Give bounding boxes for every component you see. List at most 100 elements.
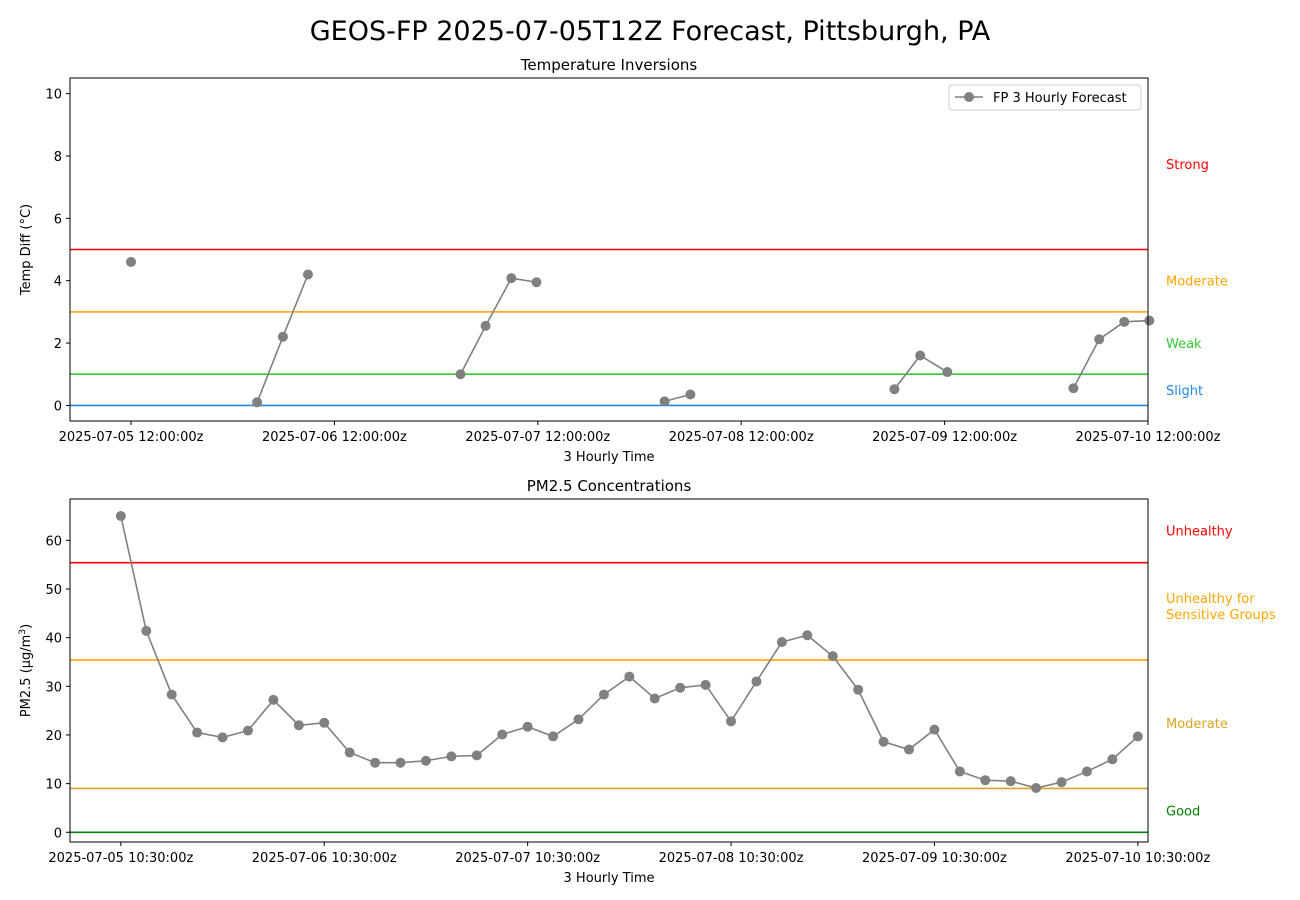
data-point [370,757,381,768]
data-point [1005,776,1016,787]
threshold-label: Moderate [1166,717,1228,732]
x-tick-label: 2025-07-05 10:30:00z [48,851,193,866]
y-tick-label: 10 [45,778,62,793]
x-tick-label: 2025-07-05 12:00:00z [59,430,204,445]
data-point [293,720,304,731]
x-tick-label: 2025-07-07 12:00:00z [465,430,610,445]
data-point [700,679,711,690]
data-point [889,384,900,395]
data-point [853,684,864,695]
data-point [915,350,926,361]
threshold-label: Good [1166,804,1200,819]
data-point [878,736,889,747]
y-tick-label: 6 [54,212,62,227]
data-point [1056,777,1067,788]
data-point [1144,315,1155,326]
threshold-label: Unhealthy [1166,525,1233,540]
data-point [395,757,406,768]
series-line [1072,319,1150,389]
data-point [242,725,253,736]
x-tick-label: 2025-07-09 10:30:00z [862,851,1007,866]
legend-label: FP 3 Hourly Forecast [993,91,1127,106]
threshold-label: Moderate [1166,275,1228,290]
y-axis-label: Temp Diff (°C) [19,204,34,296]
data-point [649,693,660,704]
data-point [1107,754,1118,765]
data-point [268,694,279,705]
data-point [497,729,508,740]
threshold-label: Weak [1166,337,1202,352]
data-point [166,689,177,700]
threshold-label: Unhealthy for Sensitive Groups [1166,592,1276,623]
y-axis-label: PM2.5 (μg/m3) [18,624,34,717]
y-tick-label: 30 [45,680,62,695]
figure-title: GEOS-FP 2025-07-05T12Z Forecast, Pittsbu… [310,16,991,47]
x-axis-label: 3 Hourly Time [564,450,655,465]
chart-title: Temperature Inversions [520,56,698,74]
data-point [675,682,686,693]
data-point [776,637,787,648]
data-point [802,630,813,641]
data-point [471,750,482,761]
x-tick-label: 2025-07-08 12:00:00z [669,430,814,445]
x-tick-label: 2025-07-06 10:30:00z [252,851,397,866]
y-tick-label: 60 [45,534,62,549]
x-tick-label: 2025-07-07 10:30:00z [455,851,600,866]
data-point [522,721,533,732]
data-point [1068,383,1079,394]
y-tick-label: 50 [45,583,62,598]
legend: FP 3 Hourly Forecast [948,84,1142,111]
data-point [455,369,466,380]
data-point [624,671,635,682]
chart-title: PM2.5 Concentrations [527,477,692,495]
data-point [929,724,940,735]
data-point [904,744,915,755]
series-line [120,515,1139,789]
y-tick-label: 0 [54,399,62,414]
data-point [217,732,228,743]
data-point [726,716,737,727]
pm25-concentrations-chart: PM2.5 Concentrations Good Moderate Unhealth… [18,477,1276,886]
series-line [893,354,948,390]
x-tick-label: 2025-07-10 12:00:00z [1076,430,1221,445]
data-point [420,755,431,766]
axes-frame [69,77,1149,422]
x-axis-label: 3 Hourly Time [564,871,655,886]
data-point [277,331,288,342]
data-point [446,751,457,762]
data-point [598,689,609,700]
data-point [1132,731,1143,742]
y-tick-label: 10 [45,88,62,103]
data-point [302,269,313,280]
y-tick-label: 4 [54,275,62,290]
temperature-inversions-chart: Temperature Inversions Slight Weak Moderate… [19,56,1228,465]
data-point [506,273,517,284]
data-point [827,651,838,662]
y-tick-label: 40 [45,632,62,647]
data-point [573,714,584,725]
y-tick-label: 2 [54,337,62,352]
data-point [252,397,263,408]
y-tick-label: 0 [54,826,62,841]
y-tick-label: 8 [54,150,62,165]
y-tick-label: 20 [45,729,62,744]
x-tick-label: 2025-07-08 10:30:00z [659,851,804,866]
data-point [548,731,559,742]
data-point [531,277,542,288]
legend-marker [964,92,974,102]
data-point [319,717,330,728]
legend-box [948,84,1142,111]
data-point [685,389,696,400]
series-line [459,277,537,375]
axes-frame [69,498,1149,843]
data-point [942,367,953,378]
x-tick-label: 2025-07-10 10:30:00z [1065,851,1210,866]
x-tick-label: 2025-07-09 12:00:00z [872,430,1017,445]
data-point [980,775,991,786]
data-point [1031,782,1042,793]
data-point [192,727,203,738]
data-point [344,747,355,758]
x-tick-label: 2025-07-06 12:00:00z [262,430,407,445]
data-point [659,396,670,407]
